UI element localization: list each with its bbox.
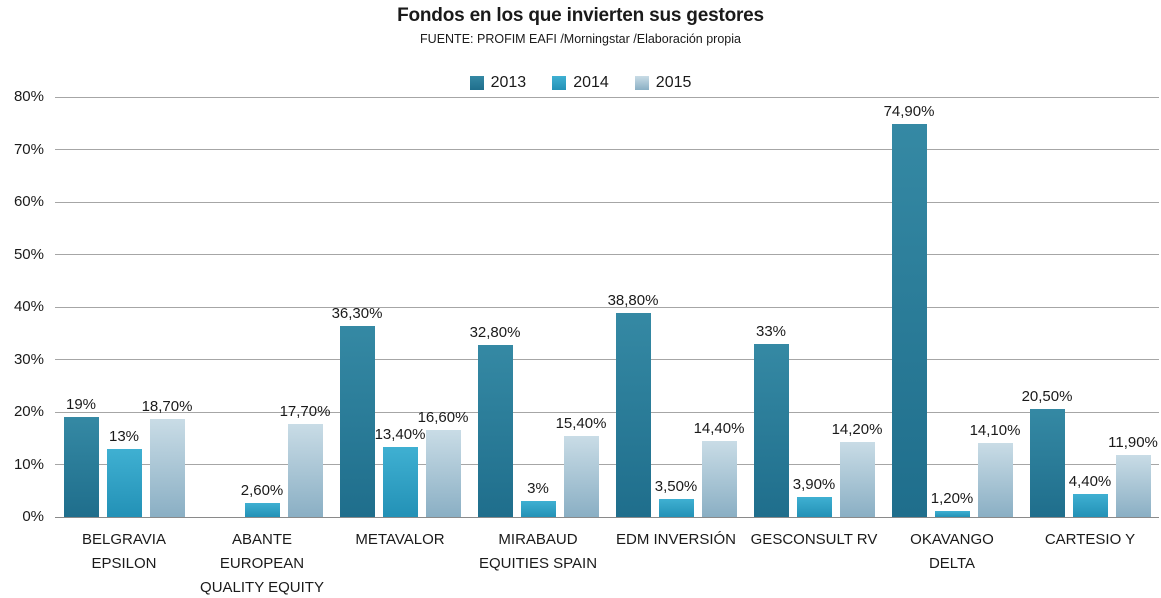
legend-label: 2013 (490, 74, 527, 91)
bar-2014-cat2 (244, 503, 280, 517)
bar-2013-cat5 (615, 313, 651, 517)
y-axis-tick-label: 50% (13, 245, 44, 263)
x-axis-category-label: EDM INVERSIÓN (615, 531, 736, 548)
y-axis-tick-label: 80% (13, 88, 44, 105)
data-label: 11,90% (1108, 433, 1158, 451)
chart-subtitle: FUENTE: PROFIM EAFI /Morningstar /Elabor… (420, 32, 741, 46)
data-label: 20,50% (1021, 388, 1073, 406)
data-label: 14,40% (693, 420, 745, 438)
data-label: 18,70% (141, 397, 193, 415)
data-label: 15,40% (555, 415, 607, 433)
bar-2014-cat6 (796, 496, 832, 517)
data-label: 16,60% (417, 408, 469, 426)
gridline (55, 254, 1159, 255)
gridline (55, 306, 1159, 308)
bar-2015-cat7 (977, 442, 1013, 517)
gridline (55, 464, 1159, 465)
x-axis-category-label: MIRABAUD EQUITIES SPAIN (478, 531, 598, 572)
x-axis-line (55, 516, 1159, 518)
legend-swatch-icon (469, 76, 484, 90)
y-axis-tick-label: 0% (22, 508, 44, 525)
bar-2015-cat4 (563, 436, 599, 517)
x-axis-category-label: BELGRAVIA EPSILON (82, 531, 166, 572)
x-axis-category-label: OKAVANGO DELTA (910, 531, 994, 572)
bar-2013-cat7 (891, 123, 927, 517)
legend-item-2013: 2013 (469, 74, 527, 92)
legend-swatch-icon (634, 76, 649, 90)
data-label: 3,50% (654, 477, 698, 495)
bar-2014-cat7 (934, 510, 970, 517)
bar-2015-cat1 (149, 418, 185, 517)
x-axis-category-label: GESCONSULT RV (750, 531, 878, 548)
y-axis-tick-label: 70% (13, 140, 44, 158)
data-label: 3,90% (792, 475, 836, 493)
y-axis-tick-label: 40% (13, 298, 44, 315)
bar-2013-cat1 (63, 417, 99, 517)
bar-2014-cat8 (1072, 493, 1108, 517)
data-label: 4,40% (1068, 472, 1112, 490)
bar-2013-cat3 (339, 326, 375, 517)
y-axis-tick-label: 60% (13, 193, 44, 210)
data-label: 14,20% (831, 421, 883, 439)
legend-item-2015: 2015 (634, 74, 692, 92)
bar-2013-cat8 (1029, 409, 1065, 517)
data-label: 13% (108, 427, 140, 445)
legend-label: 2015 (655, 74, 692, 91)
bar-2014-cat1 (106, 448, 142, 517)
data-label: 36,30% (331, 305, 383, 323)
bar-2015-cat3 (425, 429, 461, 517)
y-axis-tick-label: 20% (13, 403, 44, 420)
data-label: 17,70% (279, 403, 331, 421)
legend-item-2014: 2014 (552, 74, 609, 92)
y-axis-tick-label: 10% (13, 455, 44, 473)
data-label: 3% (527, 480, 549, 498)
legend-swatch-icon (552, 76, 567, 90)
data-label: 19% (65, 396, 97, 414)
legend: 2013 2014 2015 (0, 74, 1161, 92)
chart-title: Fondos en los que invierten sus gestores (397, 5, 764, 26)
gridline (55, 411, 1159, 413)
bar-2014-cat3 (382, 446, 418, 517)
data-label: 38,80% (607, 292, 659, 310)
bar-2014-cat5 (658, 498, 694, 517)
gridline (55, 149, 1159, 150)
data-label: 1,20% (930, 489, 974, 507)
bar-2015-cat8 (1115, 454, 1151, 517)
x-axis-category-label: METAVALOR (355, 531, 445, 548)
bar-2013-cat4 (477, 344, 513, 517)
gridline (55, 96, 1159, 98)
gridline (55, 201, 1159, 203)
data-label: 2,60% (240, 482, 284, 500)
bar-2015-cat2 (287, 424, 323, 517)
gridline (55, 359, 1159, 360)
data-label: 13,40% (374, 425, 426, 443)
legend-label: 2014 (573, 74, 609, 91)
bar-2015-cat5 (701, 441, 737, 517)
data-label: 32,80% (469, 323, 521, 341)
data-label: 74,90% (883, 102, 935, 120)
bar-2014-cat4 (520, 501, 556, 517)
y-axis-tick-label: 30% (13, 350, 44, 368)
x-axis-category-label: CARTESIO Y (1044, 531, 1136, 548)
bar-2013-cat6 (753, 343, 789, 517)
data-label: 14,10% (969, 421, 1021, 439)
x-axis-category-label: ABANTE EUROPEAN QUALITY EQUITY (200, 531, 324, 596)
data-label: 33% (755, 322, 787, 340)
bar-2015-cat6 (839, 442, 875, 517)
